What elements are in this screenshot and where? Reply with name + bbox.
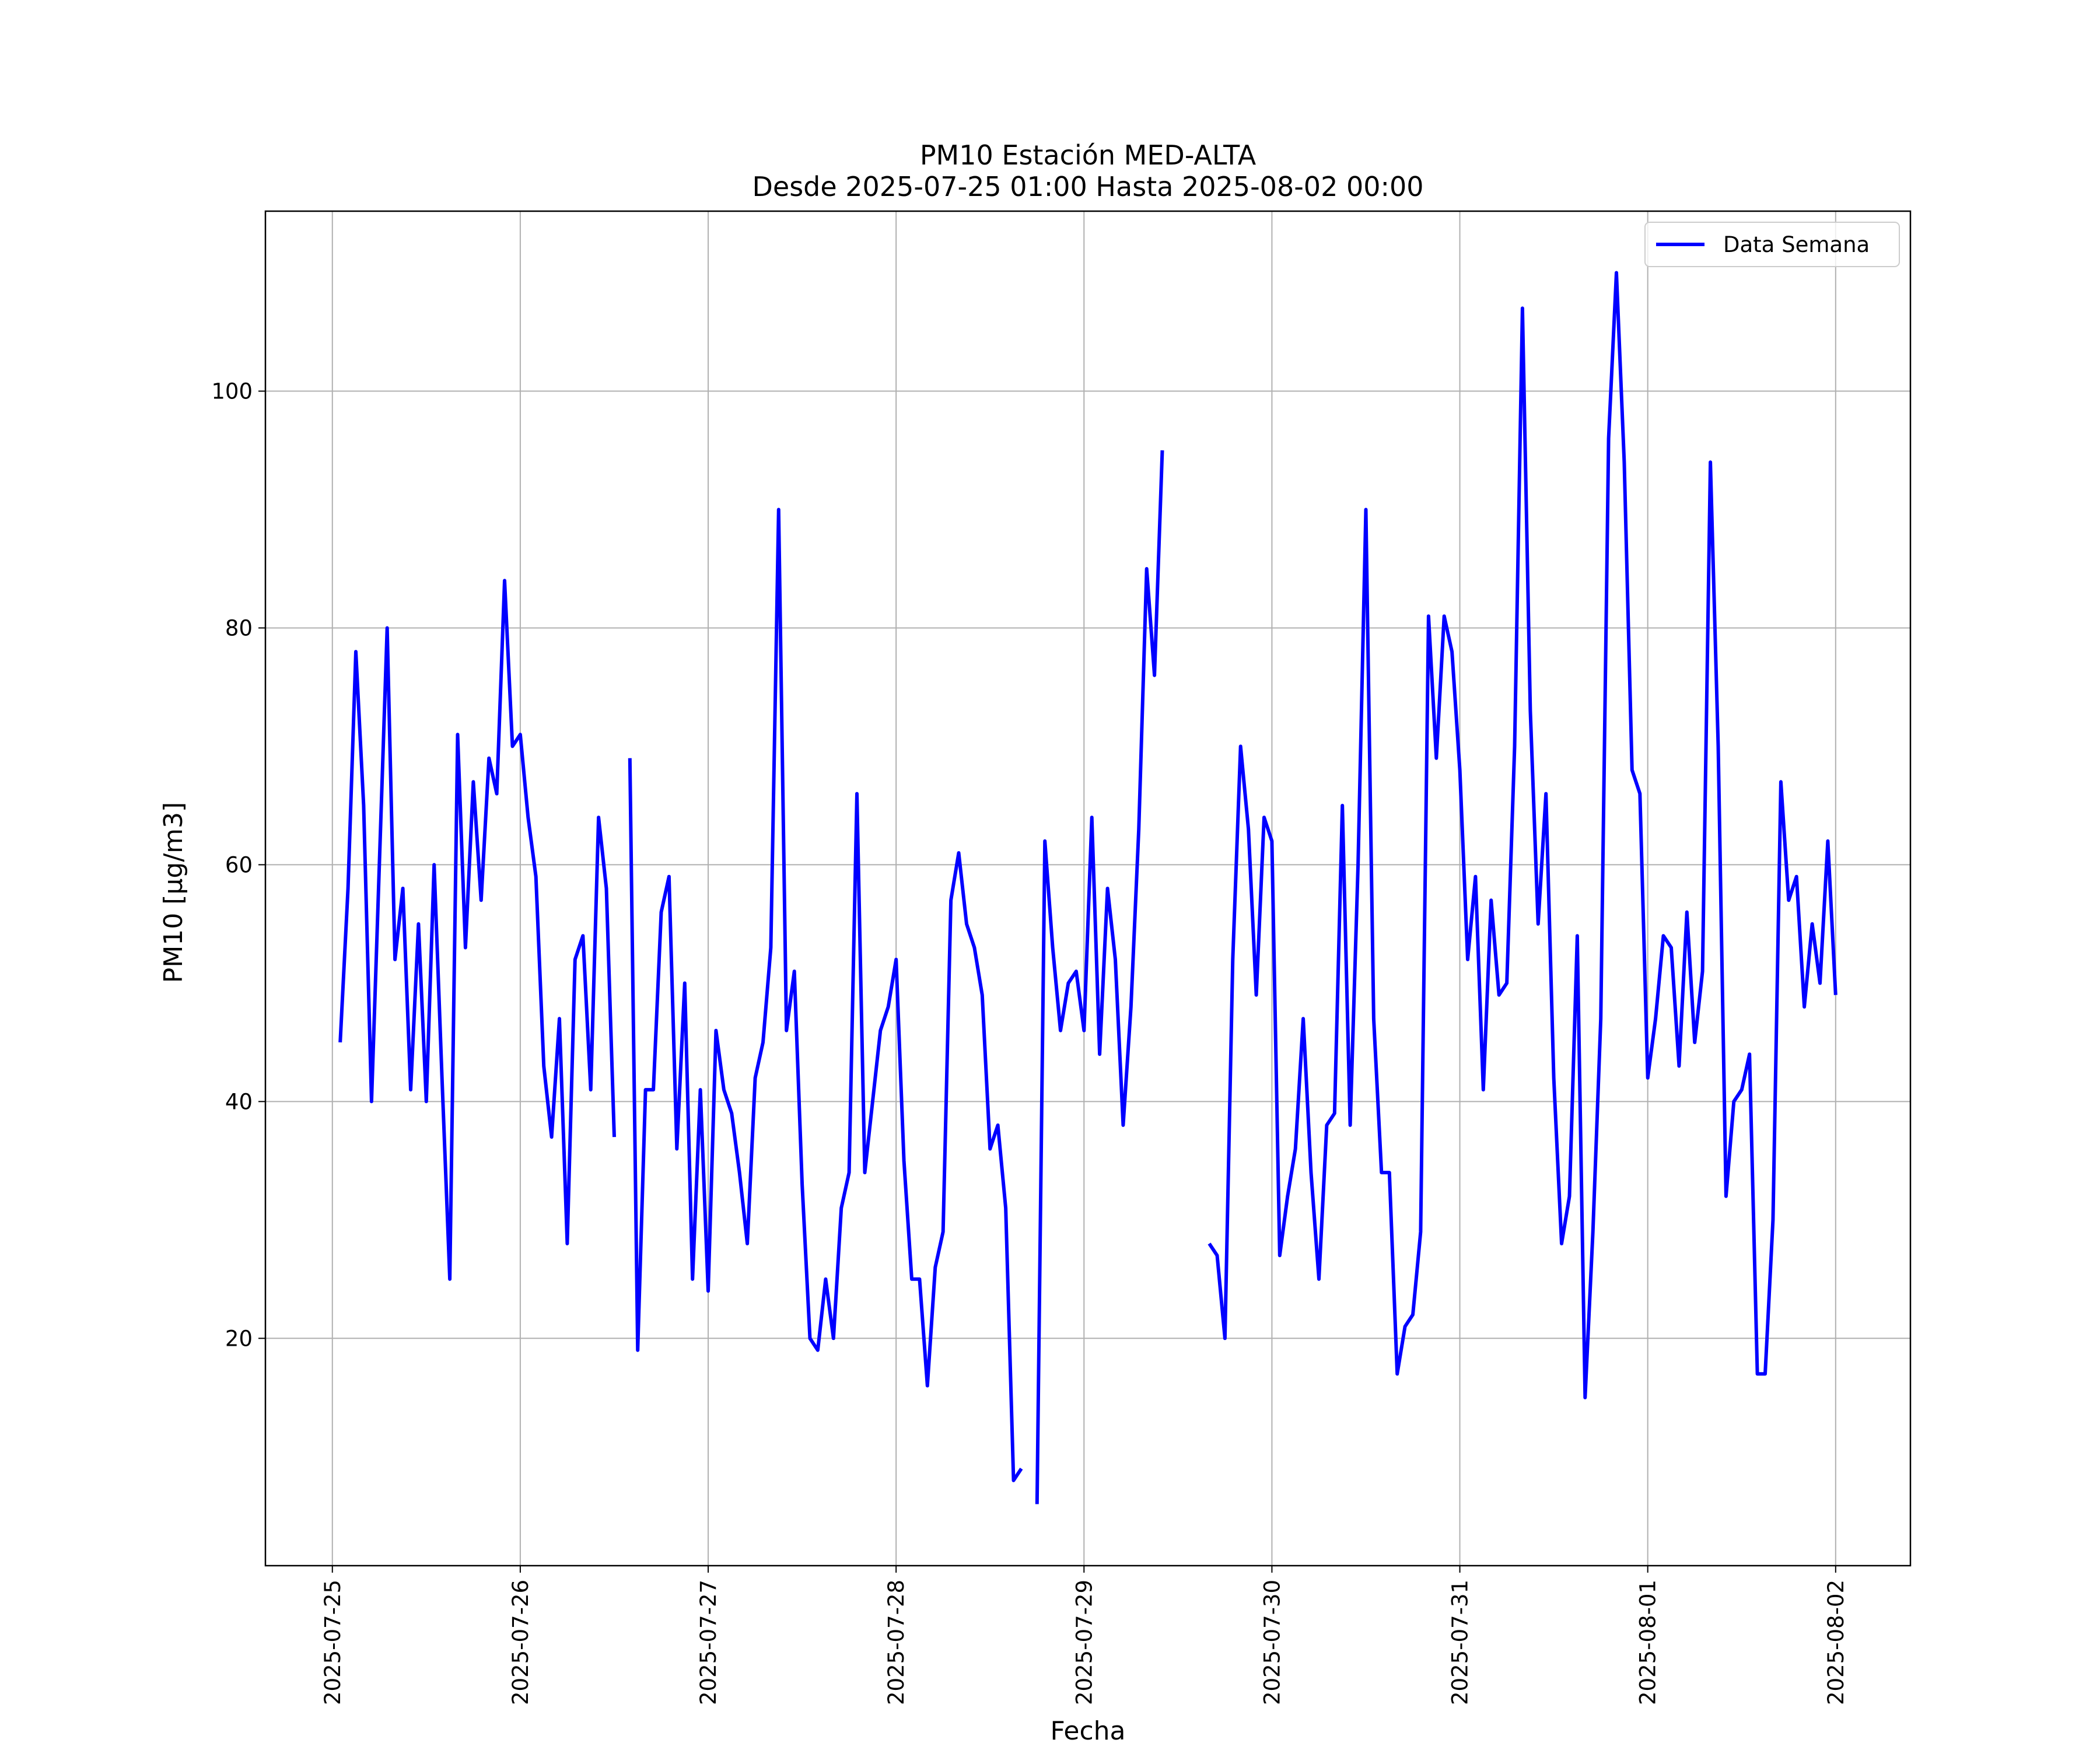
legend-label: Data Semana	[1723, 232, 1870, 257]
x-tick-label: 2025-08-02	[1824, 1580, 1849, 1705]
y-tick-label: 100	[211, 379, 253, 404]
plot-frame	[264, 210, 1912, 1567]
chart-subtitle: Desde 2025-07-25 01:00 Hasta 2025-08-02 …	[752, 171, 1423, 202]
x-tick-label: 2025-07-29	[1072, 1580, 1097, 1705]
x-tick-label: 2025-07-25	[320, 1580, 345, 1705]
y-tick-label: 60	[225, 852, 253, 877]
x-tick-label: 2025-07-26	[508, 1580, 533, 1705]
legend-box	[1644, 222, 1900, 267]
y-tick-label: 80	[225, 615, 253, 640]
y-tick-label: 40	[225, 1089, 253, 1114]
x-tick-label: 2025-07-27	[696, 1580, 721, 1705]
x-axis-label: Fecha	[1050, 1716, 1125, 1746]
y-axis-label: PM10 [μg/m3]	[159, 802, 188, 983]
data-line	[338, 271, 1838, 1504]
x-tick-label: 2025-07-31	[1448, 1580, 1473, 1705]
x-tick-label: 2025-07-30	[1259, 1580, 1284, 1705]
x-tick-label: 2025-07-28	[884, 1580, 909, 1705]
chart-title: PM10 Estación MED-ALTA	[920, 139, 1256, 171]
y-tick-label: 20	[225, 1326, 253, 1351]
x-tick-label: 2025-08-01	[1636, 1580, 1661, 1705]
